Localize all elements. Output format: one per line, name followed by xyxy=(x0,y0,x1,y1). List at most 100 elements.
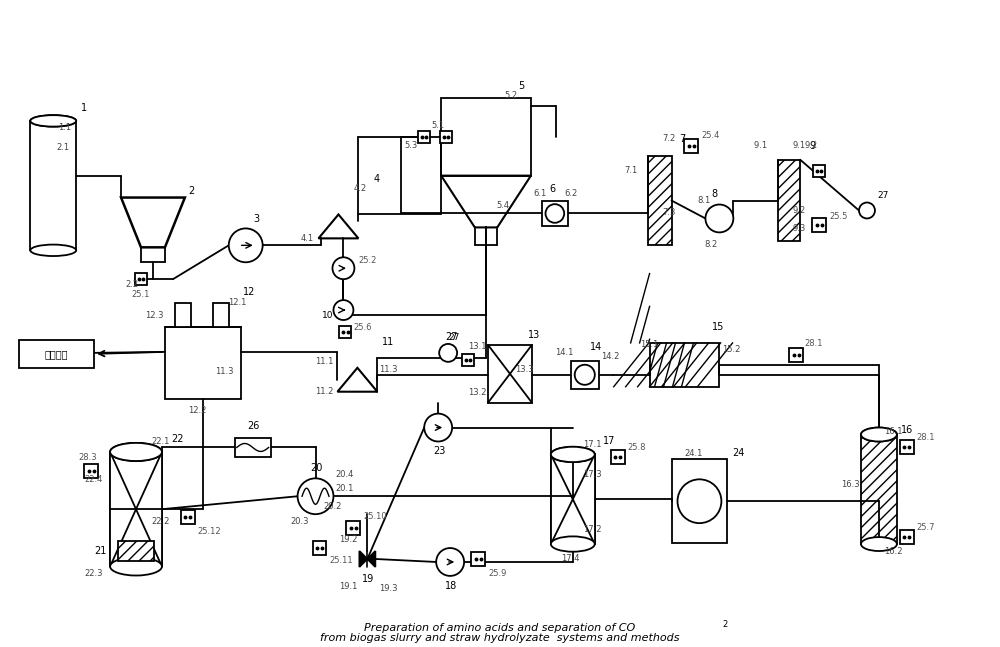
Text: 2.1: 2.1 xyxy=(56,143,69,152)
Text: 5.3: 5.3 xyxy=(404,141,418,150)
Text: 13: 13 xyxy=(528,330,540,340)
Text: 17.2: 17.2 xyxy=(583,525,601,534)
Text: 5.4: 5.4 xyxy=(496,201,509,210)
Text: 25.4: 25.4 xyxy=(701,131,720,140)
Circle shape xyxy=(546,204,564,223)
Text: 11.2: 11.2 xyxy=(316,387,334,396)
Text: 11: 11 xyxy=(382,337,395,347)
Bar xyxy=(611,450,625,465)
Text: 2: 2 xyxy=(188,186,194,195)
Bar xyxy=(650,343,719,387)
Text: 2: 2 xyxy=(722,620,728,629)
Text: 15: 15 xyxy=(712,322,725,332)
Circle shape xyxy=(439,344,457,362)
Text: 22.3: 22.3 xyxy=(84,569,103,578)
Text: from biogas slurry and straw hydrolyzate  systems and methods: from biogas slurry and straw hydrolyzate… xyxy=(320,633,680,642)
Text: 12.2: 12.2 xyxy=(188,406,206,415)
Bar xyxy=(813,165,825,177)
Bar xyxy=(648,156,672,245)
Text: 19: 19 xyxy=(362,574,375,584)
Text: 17.3: 17.3 xyxy=(583,470,601,479)
Circle shape xyxy=(298,478,333,514)
Text: 18: 18 xyxy=(445,581,457,591)
Text: 11.3: 11.3 xyxy=(215,367,233,377)
Bar xyxy=(84,465,98,478)
Circle shape xyxy=(332,258,354,280)
Bar xyxy=(778,160,800,241)
Text: 16.3: 16.3 xyxy=(841,480,860,488)
Text: 9: 9 xyxy=(809,141,815,151)
Text: 27: 27 xyxy=(448,333,460,342)
Text: 13.2: 13.2 xyxy=(468,388,487,397)
Text: 9.3: 9.3 xyxy=(792,224,805,233)
Text: 7: 7 xyxy=(680,134,686,144)
Text: 11.1: 11.1 xyxy=(316,357,334,366)
Text: 22.1: 22.1 xyxy=(151,437,169,446)
Text: 14: 14 xyxy=(590,342,602,352)
Text: 11.3: 11.3 xyxy=(379,366,398,375)
Text: 15.1: 15.1 xyxy=(640,340,658,349)
Ellipse shape xyxy=(110,443,162,461)
Bar xyxy=(118,541,154,561)
Text: 7.1: 7.1 xyxy=(625,166,638,175)
Text: 25.5: 25.5 xyxy=(829,212,847,221)
Bar xyxy=(313,541,326,555)
Ellipse shape xyxy=(110,558,162,576)
Text: 20.4: 20.4 xyxy=(335,470,354,479)
Text: 25.6: 25.6 xyxy=(353,324,372,333)
Bar xyxy=(339,326,351,338)
Text: 12: 12 xyxy=(243,287,255,297)
Bar xyxy=(789,348,803,362)
Bar xyxy=(471,552,485,566)
Ellipse shape xyxy=(551,536,595,552)
Text: 2.2: 2.2 xyxy=(125,280,138,289)
Text: 15.2: 15.2 xyxy=(722,345,741,355)
Text: 13.1: 13.1 xyxy=(468,342,487,351)
Text: 19.2: 19.2 xyxy=(339,534,358,543)
Text: 16: 16 xyxy=(901,424,913,435)
Text: 3: 3 xyxy=(254,214,260,225)
Text: 20.1: 20.1 xyxy=(335,484,354,493)
Bar xyxy=(418,131,430,143)
Ellipse shape xyxy=(30,115,76,127)
Ellipse shape xyxy=(551,447,595,462)
Text: 25.8: 25.8 xyxy=(628,443,646,452)
Text: 5.1: 5.1 xyxy=(431,122,444,130)
Ellipse shape xyxy=(861,428,897,441)
Ellipse shape xyxy=(551,447,595,462)
Bar xyxy=(110,452,162,567)
Text: 24.1: 24.1 xyxy=(684,449,703,458)
Text: 28.1: 28.1 xyxy=(917,433,935,442)
Bar xyxy=(551,454,595,544)
Bar xyxy=(488,345,532,402)
Bar xyxy=(571,361,599,389)
Bar xyxy=(213,303,229,327)
Text: 1: 1 xyxy=(81,103,87,113)
Text: 12.3: 12.3 xyxy=(145,311,163,320)
Bar xyxy=(551,454,595,544)
Bar xyxy=(462,354,474,366)
Text: 27: 27 xyxy=(445,332,458,342)
Text: 25.9: 25.9 xyxy=(488,569,506,578)
Text: 17.4: 17.4 xyxy=(561,554,579,564)
Ellipse shape xyxy=(110,443,162,461)
Text: 1.1: 1.1 xyxy=(58,124,71,133)
Circle shape xyxy=(436,548,464,576)
Text: 7.2: 7.2 xyxy=(663,135,676,143)
Circle shape xyxy=(859,203,875,219)
Text: 25.12: 25.12 xyxy=(198,527,221,536)
Circle shape xyxy=(229,228,263,262)
Text: 4.2: 4.2 xyxy=(353,184,367,193)
Bar xyxy=(861,435,897,544)
Text: 21: 21 xyxy=(94,546,107,556)
Text: 25.10: 25.10 xyxy=(363,512,387,521)
Bar xyxy=(900,441,914,454)
Bar xyxy=(346,521,360,535)
Ellipse shape xyxy=(30,245,76,256)
Text: 6.1: 6.1 xyxy=(533,189,546,198)
Text: 14.1: 14.1 xyxy=(555,348,573,357)
Text: 10: 10 xyxy=(321,311,333,320)
Text: 22.4: 22.4 xyxy=(84,475,103,484)
Bar xyxy=(165,327,241,399)
Text: 22.2: 22.2 xyxy=(151,517,169,525)
